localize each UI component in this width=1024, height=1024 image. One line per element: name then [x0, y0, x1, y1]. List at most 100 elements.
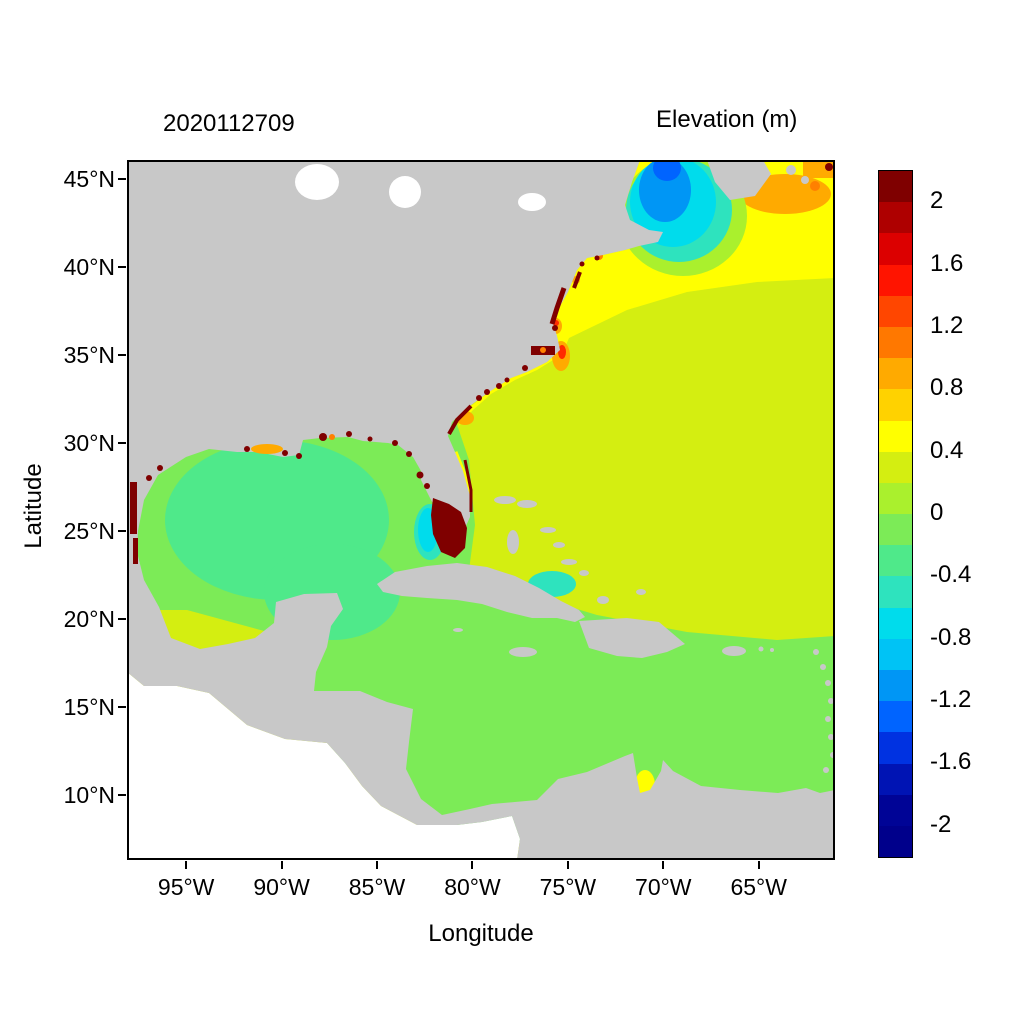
- surge-speck: [579, 261, 585, 267]
- surge-laguna-madre-north: [130, 482, 137, 534]
- island-antilles-6: [828, 734, 834, 740]
- colorbar-band: [879, 670, 912, 702]
- island-turks: [636, 589, 646, 595]
- x-tick-label: 90°W: [253, 874, 310, 900]
- surge-speck: [424, 483, 430, 489]
- island-cayman: [453, 628, 463, 632]
- y-tick-label: 20°N: [63, 606, 115, 633]
- y-tick-mark: [118, 706, 126, 709]
- surge-speck: [146, 475, 152, 481]
- x-tick-label: 85°W: [348, 874, 406, 900]
- colorbar-band: [879, 794, 912, 826]
- surge-speck: [504, 377, 510, 383]
- x-tick-label: 75°W: [539, 874, 597, 900]
- surge-speck: [406, 451, 412, 457]
- island-antilles-3: [825, 680, 831, 686]
- y-tick-mark: [118, 354, 126, 357]
- colorbar-tick-label: 1.2: [930, 311, 964, 339]
- x-tick-label: 95°W: [157, 874, 215, 900]
- island-long-island-bahamas: [561, 559, 577, 565]
- surge-speck: [416, 471, 424, 479]
- surge-speck: [392, 440, 398, 446]
- colorbar-bands: [879, 171, 912, 858]
- y-tick-label: 35°N: [63, 342, 115, 369]
- land-nova-scotia: [707, 160, 771, 200]
- surge-chesapeake-bay: [549, 287, 567, 325]
- colorbar-band: [879, 171, 912, 203]
- colorbar-tick-label: -0.4: [930, 561, 972, 589]
- surge-speck: [522, 365, 528, 371]
- y-tick-label: 15°N: [63, 694, 115, 721]
- island-andros: [507, 530, 519, 554]
- map-plot-area: [127, 155, 836, 860]
- y-tick-label: 25°N: [63, 518, 115, 545]
- colorbar-band: [879, 326, 912, 359]
- x-tick-mark: [662, 861, 665, 869]
- patch-topright-dark-red: [825, 163, 833, 171]
- x-tick-mark: [471, 861, 474, 869]
- island-hispaniola: [579, 618, 685, 658]
- island-antilles-5: [825, 716, 831, 722]
- x-tick-mark: [185, 861, 188, 869]
- colorbar-band: [879, 202, 912, 234]
- lake-ontario: [518, 193, 546, 211]
- island-abaco: [517, 500, 537, 508]
- colorbar-tick-label: -1.6: [930, 748, 972, 776]
- island-eleuthera: [540, 527, 556, 533]
- surge-speck: [282, 450, 288, 456]
- y-tick-label: 30°N: [63, 430, 115, 457]
- y-tick-mark: [118, 178, 126, 181]
- x-tick-mark: [566, 861, 569, 869]
- island-cuba: [377, 563, 585, 622]
- colorbar-tick-label: 0: [930, 499, 944, 526]
- lake-erie: [389, 176, 421, 208]
- x-tick-label: 80°W: [444, 874, 501, 900]
- surge-florida-east-coast: [463, 459, 473, 512]
- island-virgin-1: [758, 646, 764, 652]
- map-svg: [127, 155, 836, 860]
- plot-frame: [127, 160, 835, 860]
- y-tick-mark: [118, 442, 126, 445]
- surge-speck: [346, 431, 352, 437]
- colorbar-band: [879, 295, 912, 327]
- island-cat: [553, 542, 565, 548]
- colorbar-band: [879, 732, 912, 764]
- surge-mobile-bay: [319, 433, 327, 441]
- island-crooked: [579, 570, 589, 576]
- y-tick-label: 40°N: [63, 254, 115, 281]
- land-cape-breton: [786, 165, 796, 175]
- surge-speck: [329, 434, 335, 440]
- colorbar-band: [879, 358, 912, 390]
- x-tick-label: 70°W: [635, 874, 692, 900]
- y-tick-label: 10°N: [63, 781, 115, 808]
- colorbar-tick-label: 0.8: [930, 374, 964, 402]
- surge-speck: [157, 465, 163, 471]
- run-timestamp-title: 2020112709: [163, 110, 295, 137]
- colorbar-band: [879, 607, 912, 639]
- surge-laguna-madre-south: [133, 538, 138, 564]
- surge-speck: [484, 389, 490, 395]
- island-jamaica: [509, 647, 537, 657]
- x-tick-label: 65°W: [730, 874, 787, 900]
- surge-speck: [367, 436, 373, 442]
- colorbar-band: [879, 389, 912, 421]
- surge-speck: [552, 325, 558, 331]
- y-tick-mark: [118, 266, 126, 269]
- land-americas: [127, 160, 835, 860]
- island-antilles-1: [813, 649, 819, 655]
- surge-speck: [244, 446, 250, 452]
- lake-huron: [295, 164, 339, 200]
- colorbar-band: [879, 576, 912, 608]
- x-axis-label: Longitude: [428, 920, 534, 947]
- colorbar-band: [879, 233, 912, 265]
- colorbar-tick-label: -1.2: [930, 686, 972, 714]
- patch-hatteras-red: [558, 345, 566, 359]
- surge-florida-southwest: [431, 498, 467, 558]
- colorbar-band: [879, 638, 912, 670]
- y-tick-mark: [118, 793, 126, 796]
- region-pacific-outside: [127, 672, 520, 860]
- island-grand-bahama: [494, 496, 516, 504]
- surge-speck: [476, 395, 482, 401]
- colorbar-band: [879, 514, 912, 546]
